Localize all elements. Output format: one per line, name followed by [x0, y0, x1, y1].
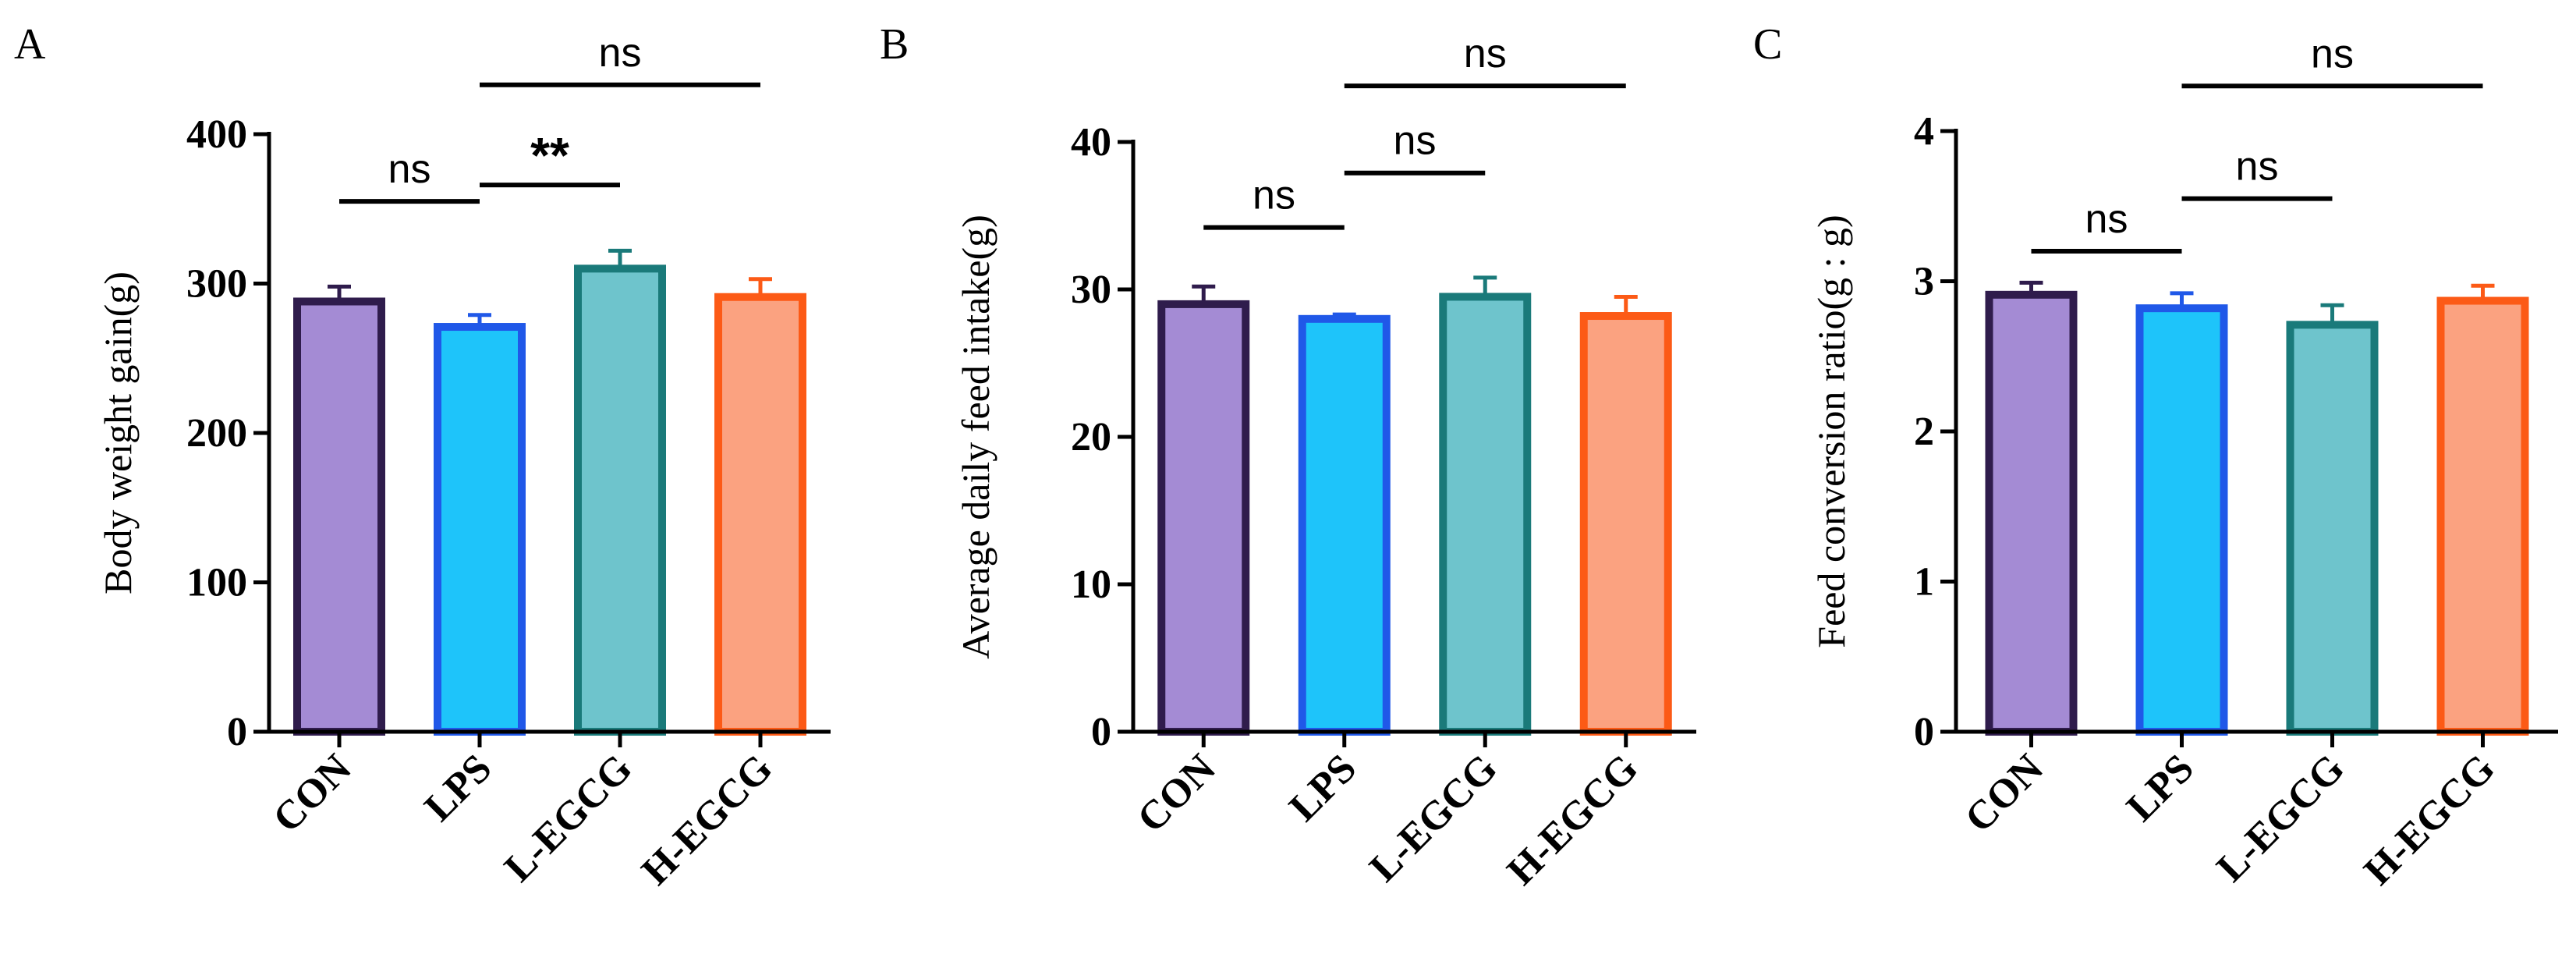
- x-category-label: L-EGCG: [2209, 746, 2353, 890]
- bar: [1157, 300, 1250, 736]
- y-axis-title: Body weight gain(g): [96, 271, 140, 594]
- y-tick-label: 20: [1071, 415, 1111, 459]
- bar: [1985, 290, 2078, 736]
- x-category-label: H-EGCG: [1499, 746, 1646, 893]
- bar: [1439, 293, 1532, 736]
- y-tick-label: 0: [227, 710, 247, 754]
- x-category-label: LPS: [416, 746, 501, 830]
- significance-label: ns: [388, 147, 431, 192]
- y-axis-title: Average daily feed intake(g): [954, 215, 997, 659]
- y-tick-label: 10: [1071, 562, 1111, 607]
- x-category-label: CON: [1957, 746, 2052, 841]
- x-category-label: H-EGCG: [633, 746, 781, 893]
- bar: [2286, 321, 2379, 736]
- y-tick-label: 3: [1914, 260, 1934, 304]
- x-category-label: L-EGCG: [496, 746, 640, 890]
- bar: [1298, 314, 1391, 736]
- panel-b-letter: B: [880, 20, 909, 69]
- panel-c: C 0 1 2 3 4 CON LPS L-EGCG H-EGCG Feed conversion…: [1753, 20, 2558, 894]
- significance-label: ns: [2085, 197, 2128, 242]
- significance-label: ns: [2236, 144, 2279, 190]
- y-tick-label: 1: [1914, 560, 1934, 605]
- bar: [434, 323, 526, 736]
- significance-label: ns: [1464, 31, 1507, 76]
- x-category-label: H-EGCG: [2356, 746, 2503, 893]
- y-tick-label: 100: [186, 561, 247, 605]
- y-tick-label: 40: [1071, 120, 1111, 165]
- x-category-label: L-EGCG: [1361, 746, 1505, 890]
- x-category-label: CON: [1129, 746, 1224, 841]
- panel-c-plot: 0 1 2 3 4 CON LPS L-EGCG H-EGCG Feed conversion r…: [1809, 31, 2558, 894]
- x-category-label: LPS: [2118, 746, 2202, 830]
- significance-label: ns: [1394, 119, 1437, 164]
- significance-label: ns: [1253, 173, 1295, 218]
- panel-c-letter: C: [1753, 20, 1782, 69]
- bar: [2135, 304, 2228, 736]
- significance-label: ns: [2311, 31, 2354, 76]
- y-axis-title: Feed conversion ratio(g : g): [1809, 215, 1853, 647]
- y-tick-label: 400: [186, 112, 247, 157]
- bar: [2436, 296, 2529, 736]
- y-tick-label: 0: [1091, 710, 1111, 754]
- y-tick-label: 2: [1914, 410, 1934, 454]
- x-category-label: CON: [264, 746, 360, 841]
- x-category-label: LPS: [1281, 746, 1365, 830]
- significance-label: **: [530, 127, 569, 183]
- panel-a-letter: A: [14, 20, 46, 69]
- y-tick-label: 4: [1914, 109, 1934, 154]
- bar: [714, 293, 806, 736]
- y-tick-label: 30: [1071, 268, 1111, 312]
- bar: [293, 297, 385, 736]
- y-tick-label: 200: [186, 411, 247, 456]
- y-tick-label: 300: [186, 262, 247, 307]
- bar: [1579, 312, 1672, 736]
- bar: [574, 264, 666, 736]
- y-tick-label: 0: [1914, 710, 1934, 754]
- significance-label: ns: [599, 30, 642, 76]
